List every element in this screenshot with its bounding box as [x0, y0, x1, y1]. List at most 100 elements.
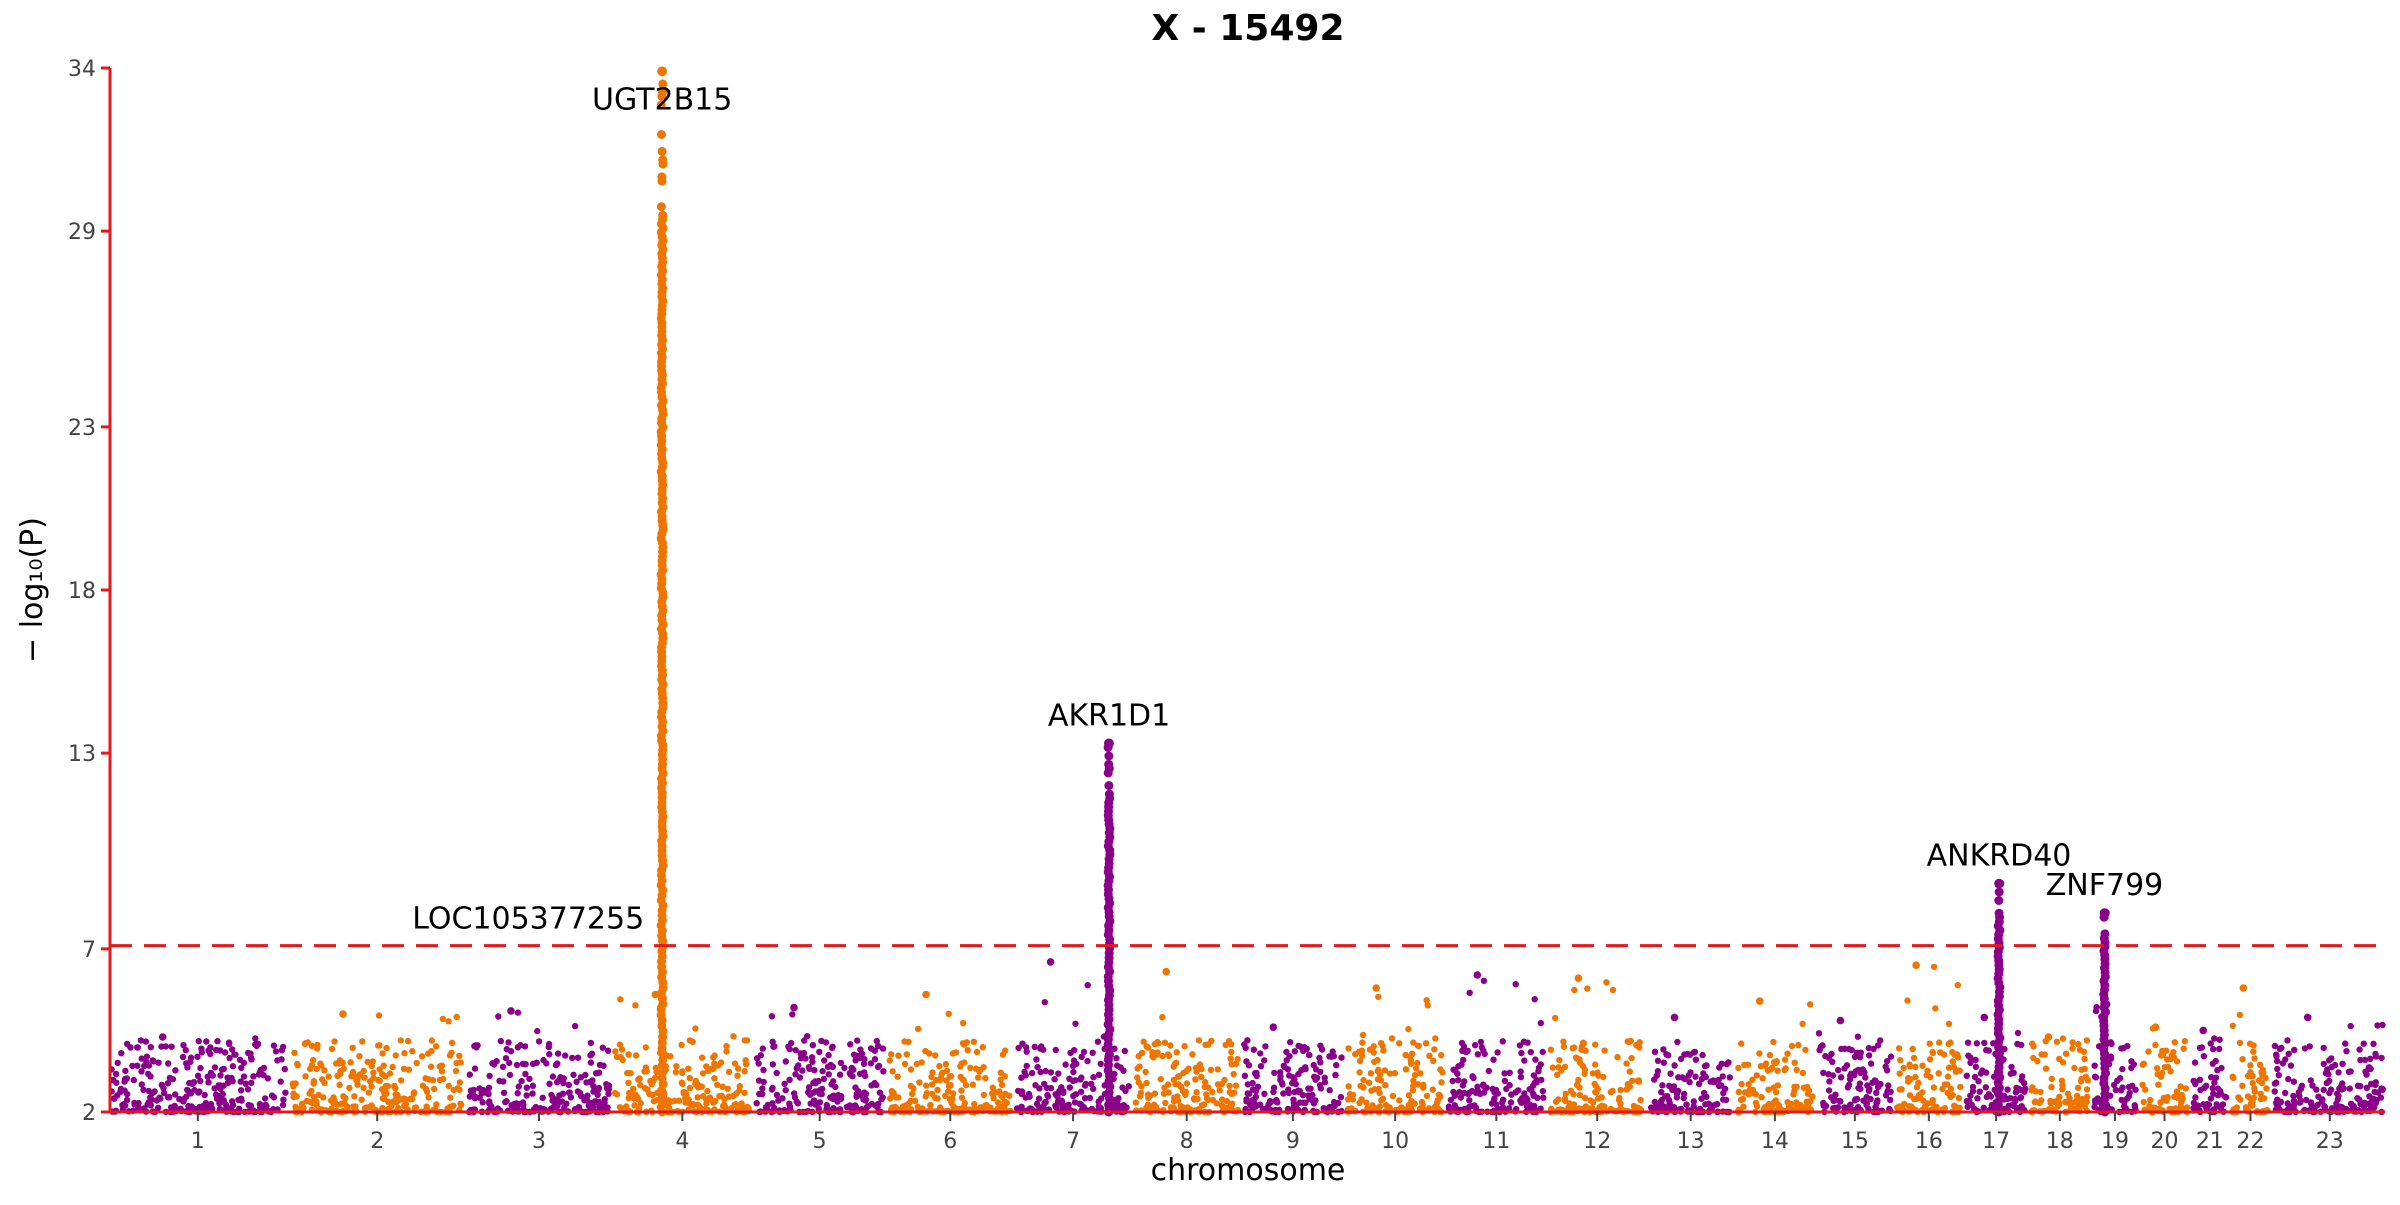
snp-point [247, 1054, 255, 1061]
snp-point [2290, 1097, 2298, 1104]
snp-point [1136, 1063, 1143, 1070]
snp-point [1666, 1100, 1673, 1107]
snp-point [1407, 1057, 1415, 1064]
snp-point [1277, 1073, 1284, 1080]
snp-point [895, 1052, 902, 1059]
snp-point [1887, 1053, 1895, 1060]
snp-point [809, 1058, 816, 1066]
snp-point [797, 1055, 805, 1062]
snp-point [1226, 1082, 1233, 1090]
snp-point [1887, 1096, 1894, 1104]
snp-point [1359, 1031, 1367, 1039]
snp-point [213, 1046, 220, 1054]
snp-point [2291, 1046, 2298, 1054]
snp-point [2125, 1092, 2133, 1100]
snp-point [2251, 1055, 2258, 1062]
snp-point [2048, 1083, 2055, 1091]
snp-point [428, 1037, 436, 1044]
snp-point [632, 1002, 639, 1009]
snp-point [2379, 1086, 2386, 1094]
snp-point [672, 1068, 680, 1076]
snp-point [521, 1043, 529, 1050]
snp-point [832, 1083, 839, 1091]
snp-point [2048, 1075, 2055, 1083]
snp-point [1912, 961, 1920, 969]
snp-point [2100, 929, 2110, 939]
snp-point [967, 1064, 974, 1072]
snp-point [182, 1047, 189, 1054]
snp-point [474, 1042, 481, 1049]
snp-point [1250, 1046, 1258, 1053]
snp-point [2214, 1067, 2221, 1074]
snp-point [665, 1104, 672, 1111]
snp-point [1182, 1088, 1190, 1096]
snp-point [1634, 1104, 1641, 1111]
snp-point [632, 1052, 640, 1059]
snp-point [1132, 1099, 1140, 1106]
snp-point [278, 1047, 286, 1054]
snp-point [1306, 1051, 1313, 1059]
snp-point [2271, 1042, 2279, 1050]
snp-point [2157, 1099, 2164, 1106]
snp-point [573, 1078, 580, 1086]
snp-point [1855, 1084, 1862, 1092]
snp-point [1332, 1071, 1339, 1079]
snp-point [1066, 1084, 1074, 1091]
snp-point [466, 1071, 473, 1078]
snp-point [1176, 1073, 1183, 1080]
snp-point [318, 1062, 325, 1069]
snp-point [1575, 1076, 1582, 1084]
snp-point [1252, 1103, 1259, 1110]
snp-point [272, 1048, 280, 1055]
x-axis-label: chromosome [1151, 1153, 1346, 1188]
chromosome-points-7 [1013, 958, 1133, 1116]
snp-point [2360, 1103, 2368, 1110]
snp-point [1249, 1086, 1257, 1093]
snp-point [1738, 1080, 1745, 1088]
snp-point [1574, 974, 1583, 982]
peak-points-AKR1D1 [1103, 738, 1115, 1117]
snp-point [979, 1044, 986, 1051]
snp-point [1909, 1045, 1916, 1053]
snp-point [2192, 1094, 2199, 1101]
snp-point [1625, 1038, 1633, 1046]
snp-point [334, 1072, 341, 1080]
snp-point [452, 1067, 460, 1075]
snp-point [1214, 1066, 1222, 1073]
snp-point [601, 1096, 608, 1103]
snp-point [945, 1082, 953, 1090]
snp-point [1183, 1080, 1191, 1087]
snp-point [1309, 1091, 1316, 1099]
snp-point [2083, 1037, 2091, 1044]
snp-point [958, 1087, 965, 1094]
snp-point [123, 1096, 131, 1104]
snp-point [2363, 1084, 2370, 1092]
snp-point [962, 1081, 970, 1089]
snp-point [2209, 1085, 2216, 1092]
snp-point [2192, 1079, 2199, 1086]
x-tick-label: 19 [2101, 1129, 2129, 1154]
snp-point [1088, 1080, 1095, 1088]
snp-point [725, 1068, 733, 1076]
snp-point [2081, 1055, 2088, 1063]
snp-point [2142, 1086, 2149, 1093]
snp-point [837, 1093, 845, 1100]
snp-point [605, 1090, 612, 1098]
snp-point [1910, 1054, 1918, 1062]
snp-point [1232, 1082, 1240, 1089]
snp-point [375, 1012, 383, 1019]
snp-point [768, 1086, 776, 1093]
snp-point [667, 1098, 674, 1105]
snp-point [214, 1038, 221, 1045]
snp-point [1135, 1053, 1142, 1060]
snp-point [957, 1105, 965, 1112]
snp-point [186, 1079, 193, 1087]
snp-point [513, 1061, 521, 1069]
snp-point [1530, 1092, 1537, 1099]
snp-point [1305, 1085, 1312, 1092]
snp-point [723, 1043, 730, 1050]
snp-point [2037, 1088, 2044, 1096]
snp-point [2170, 1049, 2177, 1056]
snp-point [1819, 1042, 1826, 1049]
snp-point [523, 1084, 530, 1091]
